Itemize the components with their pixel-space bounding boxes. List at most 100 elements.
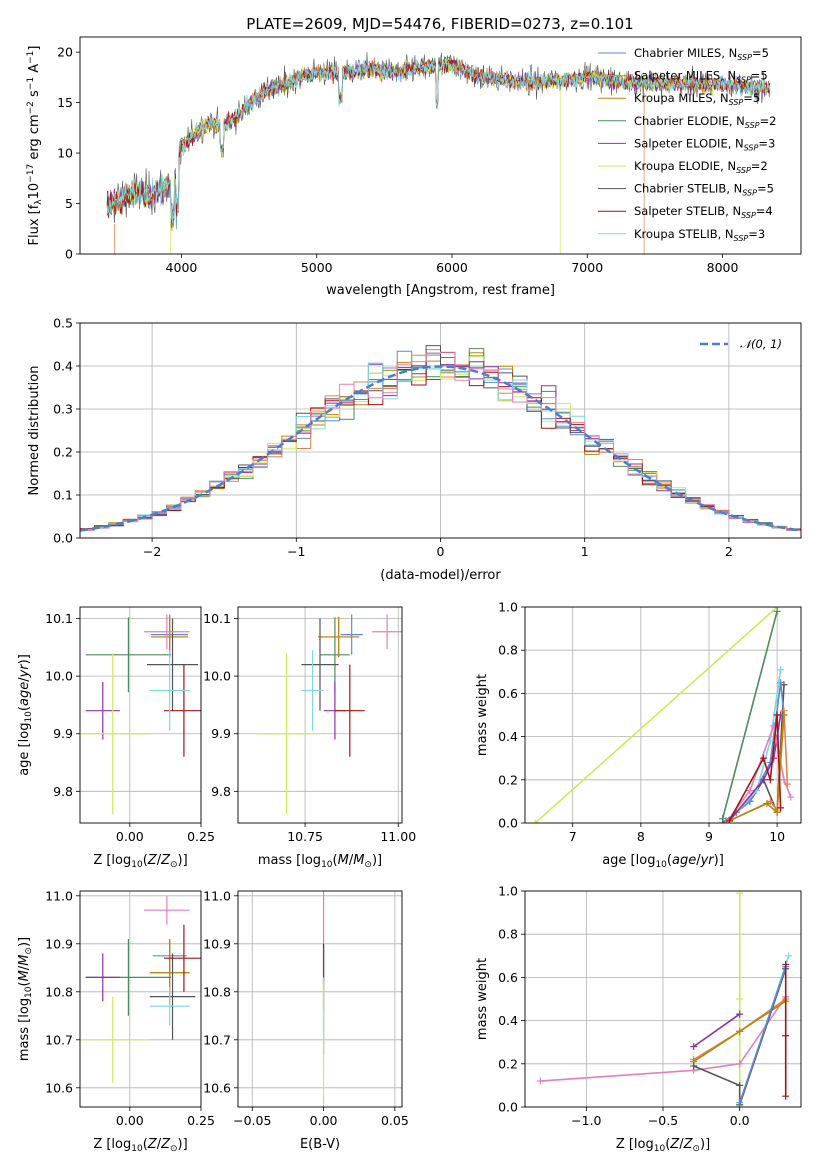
y-tick-label: 5	[65, 196, 73, 211]
weight-marker-red	[782, 1092, 790, 1100]
x-axis-label: Z [log10(Z/Z⊙)]	[93, 1137, 187, 1154]
x-tick-label: 4000	[166, 260, 198, 275]
axes-residuals: −2 −1 0 1 2 0.0 0.1 0.2 0.3 0.4 0.5 (data-model)/er…	[27, 316, 802, 583]
y-tick-label: 10.1	[203, 611, 231, 626]
x-axis-label: mass [log10(M/M⊙)]	[258, 853, 382, 870]
weight-marker-purple	[690, 1043, 698, 1051]
axes-frame	[237, 890, 403, 1108]
x-tick-label: 7000	[571, 260, 603, 275]
y-tick-label: 10.9	[203, 936, 231, 951]
axes-frame	[79, 36, 802, 255]
weight-marker-olive	[773, 808, 781, 816]
weight-marker-yellow	[736, 891, 744, 897]
axes-frame	[79, 890, 202, 1108]
errorbars	[256, 614, 402, 815]
weight-marker-pink	[536, 1077, 544, 1085]
weight-line-yellow	[534, 607, 778, 823]
x-tick-label: 0	[437, 544, 445, 559]
legend-label: Salpeter ELODIE, NSSP=3	[634, 136, 775, 152]
x-axis-label: Z [log10(Z/Z⊙)]	[616, 1137, 710, 1154]
weight-marker-red	[725, 817, 733, 823]
spectrum-lines	[106, 52, 771, 254]
errorbars	[80, 614, 201, 815]
legend-label: Chabrier MILES, NSSP=5	[634, 46, 769, 62]
weight-marker-olive	[763, 800, 771, 808]
y-tick-label: 0.2	[498, 772, 518, 787]
y-tick-label: 0	[65, 247, 73, 262]
axes-frame	[524, 890, 802, 1108]
weight-marker-purple	[770, 754, 778, 762]
weight-line-purple	[693, 1013, 741, 1048]
errorbars	[80, 895, 201, 1083]
y-tick-label: 1.0	[498, 600, 518, 615]
x-axis-label: wavelength [Angstrom, rest frame]	[326, 283, 555, 298]
weight-lines	[536, 891, 793, 1107]
axes-mass-weight-vs-age: 7 8 9 10 0.0 0.2 0.4 0.6 0.8 1.0 age [log10(age/yr…	[475, 600, 802, 870]
y-tick-label: 1.0	[498, 884, 518, 899]
y-axis-label: Normed distribution	[27, 366, 42, 496]
y-tick-label: 11.0	[203, 888, 231, 903]
y-tick-label: 0.6	[498, 686, 518, 701]
y-tick-label: 10.9	[45, 936, 73, 951]
axes-frame	[237, 606, 403, 824]
y-tick-label: 0.4	[53, 359, 73, 374]
x-tick-label: −0.05	[233, 1113, 271, 1128]
hist-pink	[80, 351, 801, 533]
x-axis-label: Z [log10(Z/Z⊙)]	[93, 853, 187, 870]
axes-mass-vs-Z: 0.00 0.25 10.6 10.7 10.8 10.9 11.0 Z [log10(Z/Z…	[17, 888, 215, 1154]
y-axis-label: mass weight	[475, 958, 490, 1040]
weight-marker-red	[760, 754, 768, 762]
y-tick-label: 0.3	[53, 402, 73, 417]
axes-spectrum: 4000 5000 6000 7000 8000 0 5 10 15 20 wavelength […	[26, 36, 802, 298]
weight-marker-red	[777, 804, 785, 812]
x-tick-label: −1	[287, 544, 305, 559]
weight-line-olive	[729, 714, 785, 822]
legend-label: Kroupa MILES, NSSP=5	[634, 91, 760, 107]
x-tick-label: 0.05	[381, 1113, 409, 1128]
weight-line-cyan	[728, 669, 782, 822]
y-tick-label: 10.7	[45, 1032, 73, 1047]
weight-line-green	[721, 611, 778, 819]
x-tick-label: 0.00	[116, 1113, 144, 1128]
weight-marker-yellow	[531, 819, 539, 823]
y-tick-label: 0.2	[498, 1056, 518, 1071]
x-tick-label: 6000	[436, 260, 468, 275]
axes-age-vs-mass: 10.75 11.00 9.8 9.9 10.0 10.1 mass [log10(M/M⊙…	[203, 606, 416, 870]
x-axis-label: E(B-V)	[300, 1137, 340, 1152]
y-tick-label: 0.8	[498, 643, 518, 658]
weight-line-blue	[738, 966, 787, 1103]
weight-marker-gray	[690, 1062, 698, 1070]
legend-label: 𝒩(0, 1)	[740, 337, 782, 351]
axes-frame	[79, 322, 802, 539]
x-tick-label: 10.75	[287, 829, 323, 844]
weight-marker-purple	[736, 1010, 744, 1018]
legend-label: Chabrier ELODIE, NSSP=2	[634, 114, 776, 130]
y-tick-label: 9.9	[211, 726, 231, 741]
x-tick-label: 2	[725, 544, 733, 559]
legend-label: Kroupa STELIB, NSSP=3	[634, 227, 765, 243]
weight-marker-pink	[746, 787, 754, 795]
y-tick-label: 9.8	[53, 784, 73, 799]
figure-title: PLATE=2609, MJD=54476, FIBERID=0273, z=0…	[246, 15, 633, 33]
weight-marker-pink	[780, 776, 788, 784]
weight-marker-olive	[736, 1027, 744, 1035]
weight-marker-cyan	[785, 952, 793, 960]
axes-mass-vs-EBV: −0.05 0.00 0.05 10.6 10.7 10.8 10.9 11.0 E(B-V)	[203, 888, 409, 1152]
y-tick-label: 0.0	[53, 531, 73, 546]
y-tick-label: 10	[57, 146, 73, 161]
weight-marker-gray	[736, 1081, 744, 1089]
legend-label: Kroupa ELODIE, NSSP=2	[634, 159, 768, 175]
weight-marker-red	[782, 1032, 790, 1040]
weight-marker-yellow	[736, 995, 744, 1003]
normal-curve	[80, 365, 801, 532]
y-axis-label: mass weight	[475, 674, 490, 756]
y-tick-label: 15	[57, 95, 73, 110]
y-tick-label: 10.8	[45, 984, 73, 999]
y-tick-label: 10.6	[203, 1080, 231, 1095]
y-tick-label: 0.2	[53, 445, 73, 460]
x-tick-label: 1	[581, 544, 589, 559]
x-tick-label: 7	[569, 829, 577, 844]
y-tick-label: 9.8	[211, 784, 231, 799]
histograms	[80, 345, 801, 533]
